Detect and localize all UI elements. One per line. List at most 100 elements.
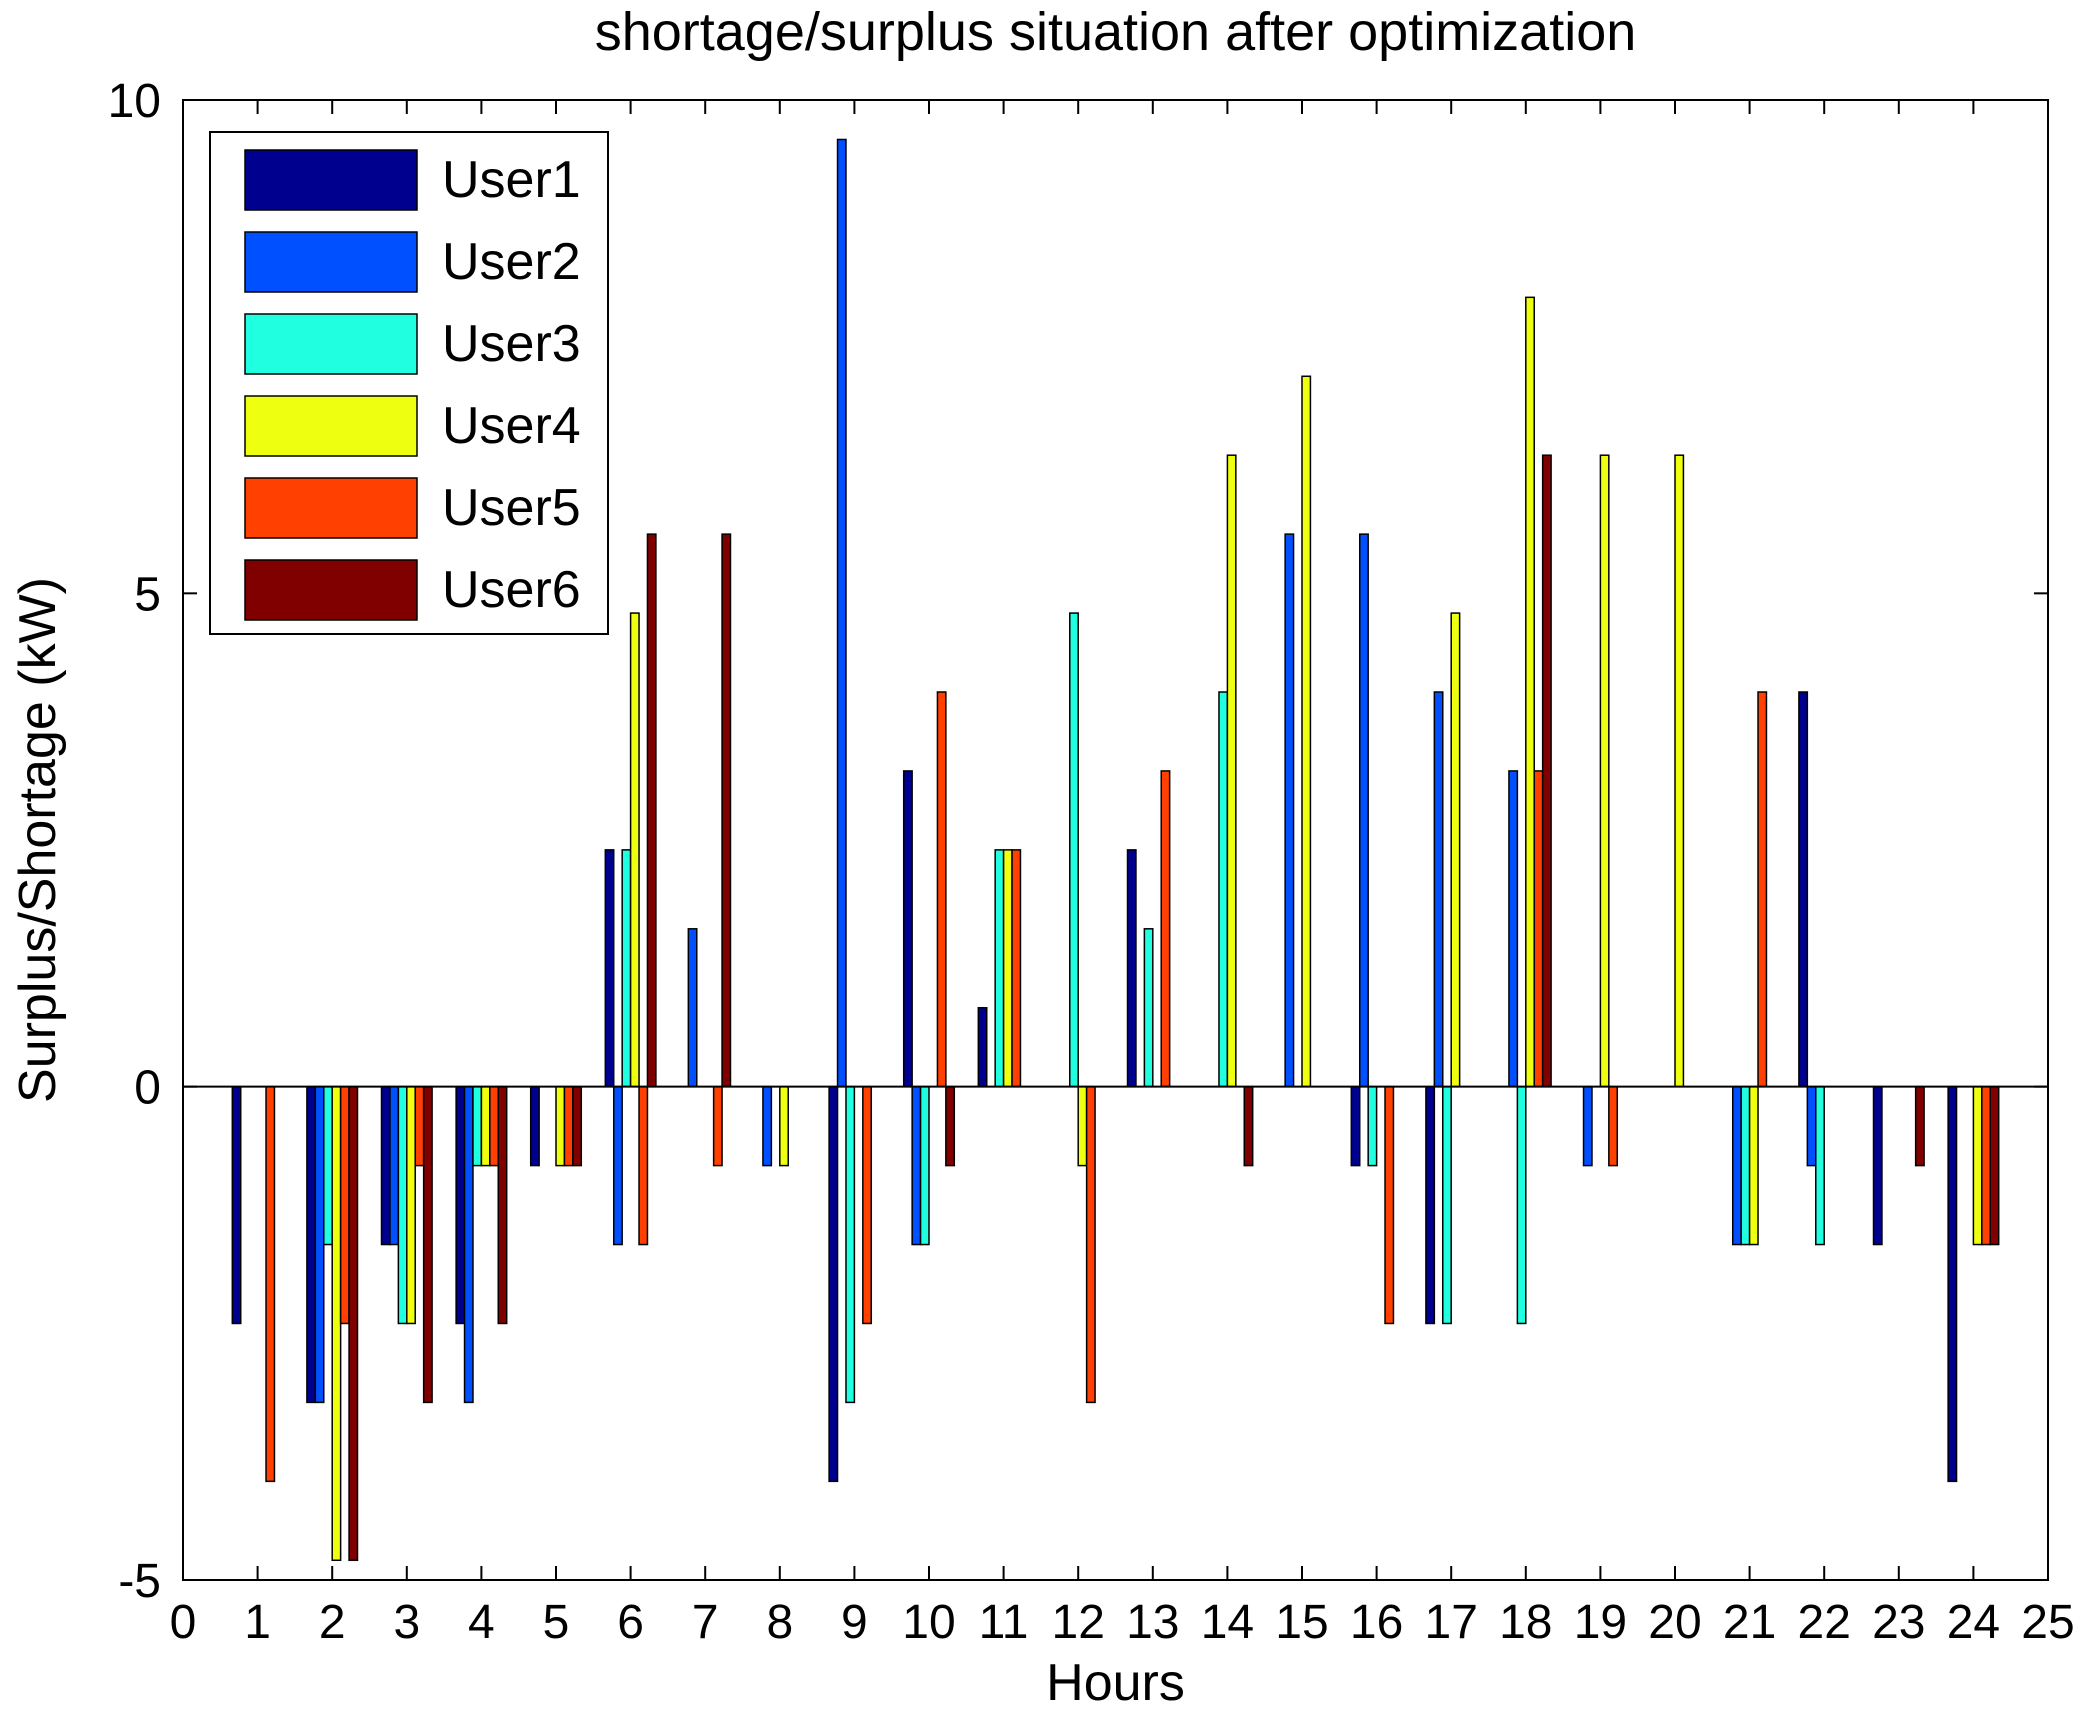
bar-user3-hour-18 xyxy=(1516,1085,1527,1325)
bar-user4-hour-4 xyxy=(480,1085,491,1167)
bar-user6-hour-2 xyxy=(348,1085,359,1562)
x-tick-label-16: 16 xyxy=(1350,1596,1403,1649)
y-tick-label--5: -5 xyxy=(118,1555,161,1608)
bar-user4-hour-15 xyxy=(1301,375,1312,1088)
bar-user4-hour-11 xyxy=(1002,849,1013,1088)
x-tick-label-8: 8 xyxy=(766,1596,793,1649)
bar-user2-hour-16 xyxy=(1358,533,1369,1088)
x-tick-label-15: 15 xyxy=(1275,1596,1328,1649)
x-tick-label-13: 13 xyxy=(1126,1596,1179,1649)
bar-user6-hour-23 xyxy=(1914,1085,1925,1167)
legend-label-user5: User5 xyxy=(442,479,581,537)
bar-user1-hour-16 xyxy=(1350,1085,1361,1167)
bar-user2-hour-4 xyxy=(463,1085,474,1404)
x-tick-label-21: 21 xyxy=(1723,1596,1776,1649)
bar-user4-hour-14 xyxy=(1226,454,1237,1088)
bar-user3-hour-16 xyxy=(1367,1085,1378,1167)
bar-user2-hour-18 xyxy=(1508,770,1519,1088)
legend-swatch-user2 xyxy=(244,231,418,293)
x-tick-label-5: 5 xyxy=(543,1596,570,1649)
bar-user4-hour-24 xyxy=(1972,1085,1983,1246)
x-tick-label-19: 19 xyxy=(1574,1596,1627,1649)
bar-user5-hour-6 xyxy=(638,1085,649,1246)
bar-user6-hour-3 xyxy=(422,1085,433,1404)
bar-user5-hour-16 xyxy=(1384,1085,1395,1325)
x-tick-label-3: 3 xyxy=(393,1596,420,1649)
bar-user3-hour-14 xyxy=(1218,691,1229,1088)
x-tick-label-9: 9 xyxy=(841,1596,868,1649)
bar-user4-hour-17 xyxy=(1450,612,1461,1088)
bar-user4-hour-6 xyxy=(629,612,640,1088)
legend-label-user3: User3 xyxy=(442,315,581,373)
x-tick-label-11: 11 xyxy=(979,1596,1029,1649)
bar-user2-hour-8 xyxy=(762,1085,773,1167)
legend: User1 User2 User3 User4 User5 User6 xyxy=(209,131,609,635)
x-tick-label-1: 1 xyxy=(244,1596,271,1649)
bar-user6-hour-4 xyxy=(497,1085,508,1325)
bar-user1-hour-1 xyxy=(231,1085,242,1325)
bar-user1-hour-22 xyxy=(1798,691,1809,1088)
bar-user1-hour-13 xyxy=(1126,849,1137,1088)
x-tick-label-10: 10 xyxy=(902,1596,955,1649)
bar-user2-hour-22 xyxy=(1806,1085,1817,1167)
x-tick-label-0: 0 xyxy=(170,1596,197,1649)
x-tick-label-18: 18 xyxy=(1499,1596,1552,1649)
bar-user1-hour-9 xyxy=(828,1085,839,1483)
bar-user6-hour-18 xyxy=(1541,454,1552,1088)
bar-user6-hour-6 xyxy=(646,533,657,1088)
bar-user1-hour-5 xyxy=(529,1085,540,1167)
bar-user5-hour-21 xyxy=(1757,691,1768,1088)
bar-user4-hour-3 xyxy=(406,1085,416,1325)
bar-user2-hour-17 xyxy=(1433,691,1444,1088)
legend-swatch-user1 xyxy=(244,149,418,211)
legend-label-user1: User1 xyxy=(442,151,581,209)
x-tick-label-7: 7 xyxy=(692,1596,719,1649)
bar-user1-hour-4 xyxy=(455,1085,466,1325)
x-tick-label-17: 17 xyxy=(1425,1596,1478,1649)
bar-user5-hour-9 xyxy=(862,1085,873,1325)
bar-user1-hour-24 xyxy=(1947,1085,1958,1483)
bar-user5-hour-5 xyxy=(563,1085,574,1167)
bar-user5-hour-18 xyxy=(1533,770,1544,1088)
bar-user3-hour-22 xyxy=(1815,1085,1825,1246)
bar-user2-hour-6 xyxy=(612,1085,623,1246)
bar-user1-hour-11 xyxy=(977,1006,988,1088)
bar-user4-hour-5 xyxy=(555,1085,566,1167)
y-tick-label-5: 5 xyxy=(134,568,161,621)
x-axis-label: Hours xyxy=(1046,1654,1185,1712)
bar-user1-hour-23 xyxy=(1872,1085,1883,1246)
bar-user3-hour-2 xyxy=(323,1085,333,1246)
bar-user2-hour-10 xyxy=(911,1085,922,1246)
bar-user3-hour-13 xyxy=(1143,928,1154,1088)
y-tick-label-0: 0 xyxy=(134,1062,161,1115)
x-tick-label-22: 22 xyxy=(1798,1596,1851,1649)
bar-user1-hour-17 xyxy=(1425,1085,1436,1325)
bar-user4-hour-2 xyxy=(331,1085,342,1562)
bar-user5-hour-1 xyxy=(265,1085,276,1483)
bar-user2-hour-21 xyxy=(1731,1085,1742,1246)
bar-user5-hour-3 xyxy=(414,1085,425,1167)
bar-user3-hour-3 xyxy=(397,1085,408,1325)
bar-user4-hour-19 xyxy=(1599,454,1610,1088)
bar-user5-hour-2 xyxy=(339,1085,350,1325)
bar-user3-hour-9 xyxy=(845,1085,856,1404)
ticks-group xyxy=(182,99,2049,1581)
bar-user2-hour-7 xyxy=(687,928,698,1088)
x-tick-label-4: 4 xyxy=(468,1596,495,1649)
bar-user3-hour-4 xyxy=(472,1085,483,1167)
bar-user2-hour-9 xyxy=(836,138,847,1088)
x-tick-label-12: 12 xyxy=(1052,1596,1105,1649)
bar-user4-hour-8 xyxy=(779,1085,789,1167)
bar-user3-hour-6 xyxy=(621,849,632,1088)
bar-user5-hour-12 xyxy=(1085,1085,1096,1404)
bar-user2-hour-19 xyxy=(1582,1085,1593,1167)
bar-user5-hour-11 xyxy=(1011,849,1022,1088)
x-tick-label-24: 24 xyxy=(1947,1596,2000,1649)
bar-user5-hour-7 xyxy=(712,1085,723,1167)
bar-user4-hour-20 xyxy=(1674,454,1685,1088)
x-tick-label-6: 6 xyxy=(617,1596,644,1649)
bar-user6-hour-14 xyxy=(1243,1085,1254,1167)
y-tick-label-10: 10 xyxy=(108,75,161,128)
legend-label-user4: User4 xyxy=(442,397,581,455)
